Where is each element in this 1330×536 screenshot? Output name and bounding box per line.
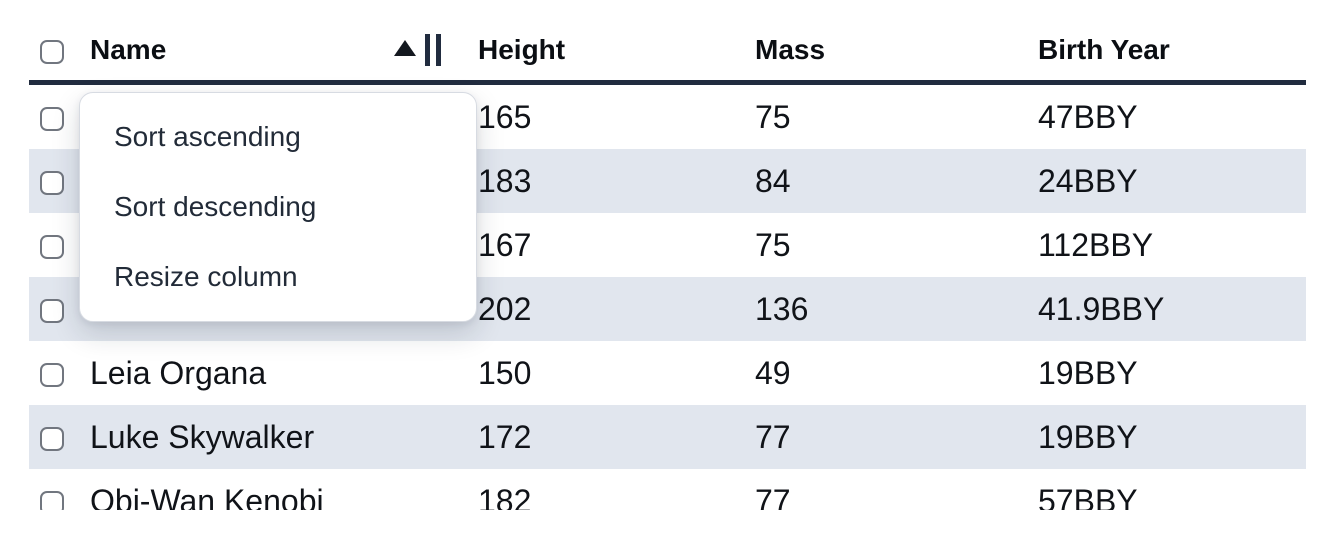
table-row: Obi-Wan Kenobi 182 77 57BBY xyxy=(29,469,1306,510)
cell-height: 167 xyxy=(478,226,532,263)
cell-height: 182 xyxy=(478,482,532,511)
row-select-cell xyxy=(29,355,78,392)
cell-birth-year: 19BBY xyxy=(1038,354,1138,391)
menu-item-sort-ascending[interactable]: Sort ascending xyxy=(114,121,301,152)
column-header-height[interactable]: Height xyxy=(461,34,742,66)
menu-item-sort-descending[interactable]: Sort descending xyxy=(114,191,317,222)
row-select-cell xyxy=(29,419,78,456)
cell-mass: 49 xyxy=(755,354,791,391)
cell-birth-year: 47BBY xyxy=(1038,98,1138,135)
cell-birth-year: 19BBY xyxy=(1038,418,1138,455)
column-context-menu: Sort ascending Sort descending Resize co… xyxy=(79,92,477,322)
cell-height: 172 xyxy=(478,418,532,455)
cell-mass: 75 xyxy=(755,98,791,135)
column-header-mass[interactable]: Mass xyxy=(742,34,1026,66)
row-select-cell xyxy=(29,483,78,510)
cell-height: 202 xyxy=(478,290,532,327)
cell-height: 165 xyxy=(478,98,532,135)
cell-height: 183 xyxy=(478,162,532,199)
cell-mass: 75 xyxy=(755,226,791,263)
cell-mass: 77 xyxy=(755,418,791,455)
column-header-birth-year[interactable]: Birth Year xyxy=(1026,34,1306,66)
row-checkbox[interactable] xyxy=(40,107,64,132)
cell-name: Obi-Wan Kenobi xyxy=(90,482,324,511)
cell-birth-year: 41.9BBY xyxy=(1038,290,1165,327)
row-checkbox[interactable] xyxy=(40,171,64,196)
cell-birth-year: 57BBY xyxy=(1038,482,1138,511)
cell-height: 150 xyxy=(478,354,532,391)
column-header-birth-year-label: Birth Year xyxy=(1038,34,1170,65)
table-header-row: Name Height Mass Birth Year xyxy=(29,0,1306,85)
column-header-name[interactable]: Name xyxy=(78,34,461,66)
column-header-name-label: Name xyxy=(90,34,167,65)
cell-name: Leia Organa xyxy=(90,354,267,391)
sort-ascending-icon xyxy=(394,40,416,56)
row-checkbox[interactable] xyxy=(40,299,64,324)
cell-name: Luke Skywalker xyxy=(90,418,315,455)
row-select-cell xyxy=(29,163,78,200)
cell-mass: 84 xyxy=(755,162,791,199)
header-select-cell xyxy=(29,34,78,66)
cell-mass: 77 xyxy=(755,482,791,511)
cell-birth-year: 24BBY xyxy=(1038,162,1138,199)
row-select-cell xyxy=(29,291,78,328)
menu-item-resize-column[interactable]: Resize column xyxy=(114,261,298,292)
column-header-mass-label: Mass xyxy=(755,34,826,65)
cell-mass: 136 xyxy=(755,290,809,327)
select-all-checkbox[interactable] xyxy=(40,39,64,64)
row-checkbox[interactable] xyxy=(40,235,64,260)
row-select-cell xyxy=(29,99,78,136)
table-row: Leia Organa 150 49 19BBY xyxy=(29,341,1306,405)
row-checkbox[interactable] xyxy=(40,427,64,452)
cell-birth-year: 112BBY xyxy=(1038,226,1154,263)
row-select-cell xyxy=(29,227,78,264)
row-checkbox[interactable] xyxy=(40,363,64,388)
table-row: Luke Skywalker 172 77 19BBY xyxy=(29,405,1306,469)
column-resize-handle[interactable] xyxy=(425,34,441,66)
row-checkbox[interactable] xyxy=(40,491,64,510)
column-header-height-label: Height xyxy=(478,34,566,65)
